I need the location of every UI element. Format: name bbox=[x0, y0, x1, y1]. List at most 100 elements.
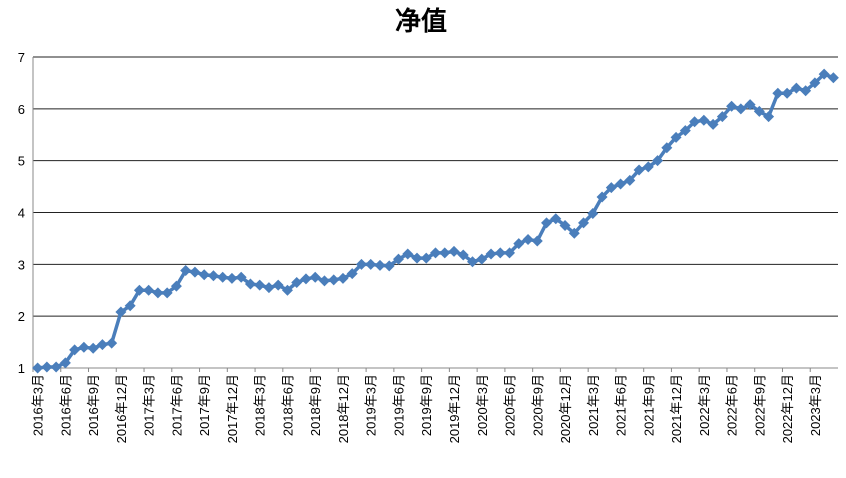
data-point bbox=[605, 182, 617, 194]
data-point bbox=[596, 191, 608, 203]
data-point bbox=[726, 100, 738, 112]
data-point bbox=[679, 125, 691, 137]
data-point bbox=[78, 341, 90, 353]
data-point bbox=[753, 105, 765, 117]
data-point bbox=[430, 247, 441, 259]
data-point bbox=[383, 260, 395, 272]
data-point bbox=[346, 268, 358, 280]
x-tick-label: 2022年3月 bbox=[697, 374, 712, 436]
data-point bbox=[790, 82, 802, 94]
x-tick-label: 2022年9月 bbox=[752, 374, 767, 436]
data-point bbox=[698, 114, 710, 126]
y-tick-label: 2 bbox=[18, 309, 25, 324]
data-point bbox=[578, 217, 590, 229]
data-point bbox=[244, 278, 256, 290]
data-point bbox=[300, 273, 312, 285]
data-point bbox=[124, 300, 136, 312]
x-tick-label: 2016年3月 bbox=[31, 374, 46, 436]
data-point bbox=[263, 282, 275, 294]
data-point bbox=[827, 72, 839, 84]
data-point bbox=[800, 85, 812, 97]
data-point bbox=[374, 259, 386, 271]
chart-title: 净值 bbox=[395, 7, 447, 36]
data-point bbox=[504, 247, 516, 259]
data-point bbox=[476, 253, 488, 265]
x-tick-label: 2018年12月 bbox=[336, 374, 351, 443]
data-point bbox=[420, 252, 432, 264]
data-point bbox=[772, 87, 784, 99]
data-point bbox=[161, 287, 173, 299]
data-point bbox=[735, 103, 747, 115]
x-tick-label: 2022年6月 bbox=[725, 374, 740, 436]
data-point bbox=[559, 219, 571, 231]
data-point bbox=[689, 116, 701, 128]
data-point bbox=[170, 280, 182, 292]
data-point bbox=[707, 118, 719, 130]
data-point bbox=[809, 77, 821, 89]
data-point bbox=[392, 253, 404, 265]
data-point bbox=[652, 155, 664, 167]
data-point bbox=[59, 357, 71, 369]
data-point bbox=[513, 238, 525, 250]
x-tick-label: 2021年6月 bbox=[614, 374, 629, 436]
x-tick-label: 2017年9月 bbox=[197, 374, 212, 436]
x-tick-label: 2020年9月 bbox=[530, 374, 545, 436]
data-point bbox=[642, 161, 654, 173]
data-point bbox=[568, 227, 580, 239]
data-point bbox=[818, 68, 830, 80]
data-point bbox=[587, 208, 599, 220]
y-tick-label: 5 bbox=[18, 154, 25, 169]
data-point bbox=[531, 235, 543, 247]
data-point bbox=[624, 174, 636, 186]
x-tick-label: 2018年6月 bbox=[280, 374, 295, 436]
x-tick-label: 2019年6月 bbox=[391, 374, 406, 436]
data-point bbox=[69, 344, 81, 356]
x-tick-label: 2023年3月 bbox=[808, 374, 823, 436]
data-point bbox=[615, 178, 627, 190]
data-point bbox=[198, 269, 210, 281]
data-point bbox=[180, 265, 192, 277]
x-tick-label: 2019年9月 bbox=[419, 374, 434, 436]
data-point bbox=[254, 279, 266, 291]
data-point bbox=[235, 271, 247, 283]
data-point bbox=[365, 258, 377, 270]
data-point bbox=[457, 249, 469, 261]
x-tick-label: 2018年9月 bbox=[308, 374, 323, 436]
axes: 1 2 3 4 5 6 7 2016年3月 2016年6月 2016年9月 2016年12月 2017… bbox=[18, 50, 838, 443]
data-point bbox=[133, 284, 145, 296]
data-point bbox=[716, 111, 728, 123]
data-point bbox=[226, 272, 238, 284]
data-point bbox=[318, 275, 330, 287]
data-point bbox=[337, 272, 349, 284]
data-point bbox=[763, 111, 775, 123]
data-point bbox=[143, 284, 155, 296]
data-point bbox=[522, 233, 534, 245]
x-tick-label: 2021年9月 bbox=[641, 374, 656, 436]
data-point bbox=[189, 266, 201, 278]
data-point bbox=[411, 252, 423, 264]
data-point bbox=[106, 337, 118, 349]
x-tick-label: 2017年12月 bbox=[225, 374, 240, 443]
x-tick-label: 2021年12月 bbox=[669, 374, 684, 443]
data-point bbox=[781, 87, 793, 99]
data-point bbox=[439, 247, 451, 259]
data-point bbox=[485, 248, 497, 260]
data-point bbox=[96, 339, 108, 351]
data-point bbox=[217, 271, 229, 283]
data-point bbox=[494, 247, 506, 259]
data-point bbox=[541, 217, 553, 229]
data-point bbox=[41, 361, 53, 373]
data-point bbox=[87, 342, 99, 354]
x-tick-label: 2018年3月 bbox=[253, 374, 268, 436]
data-point bbox=[281, 284, 293, 296]
data-point bbox=[50, 361, 62, 373]
marks bbox=[32, 68, 839, 374]
data-point bbox=[328, 274, 340, 286]
x-tick-label: 2019年3月 bbox=[364, 374, 379, 436]
y-tick-label: 4 bbox=[18, 206, 25, 221]
y-tick-label: 1 bbox=[18, 361, 25, 376]
x-tick-label: 2016年12月 bbox=[114, 374, 129, 443]
data-point bbox=[115, 306, 127, 318]
x-tick-label: 2021年3月 bbox=[586, 374, 601, 436]
series-line bbox=[37, 72, 835, 370]
